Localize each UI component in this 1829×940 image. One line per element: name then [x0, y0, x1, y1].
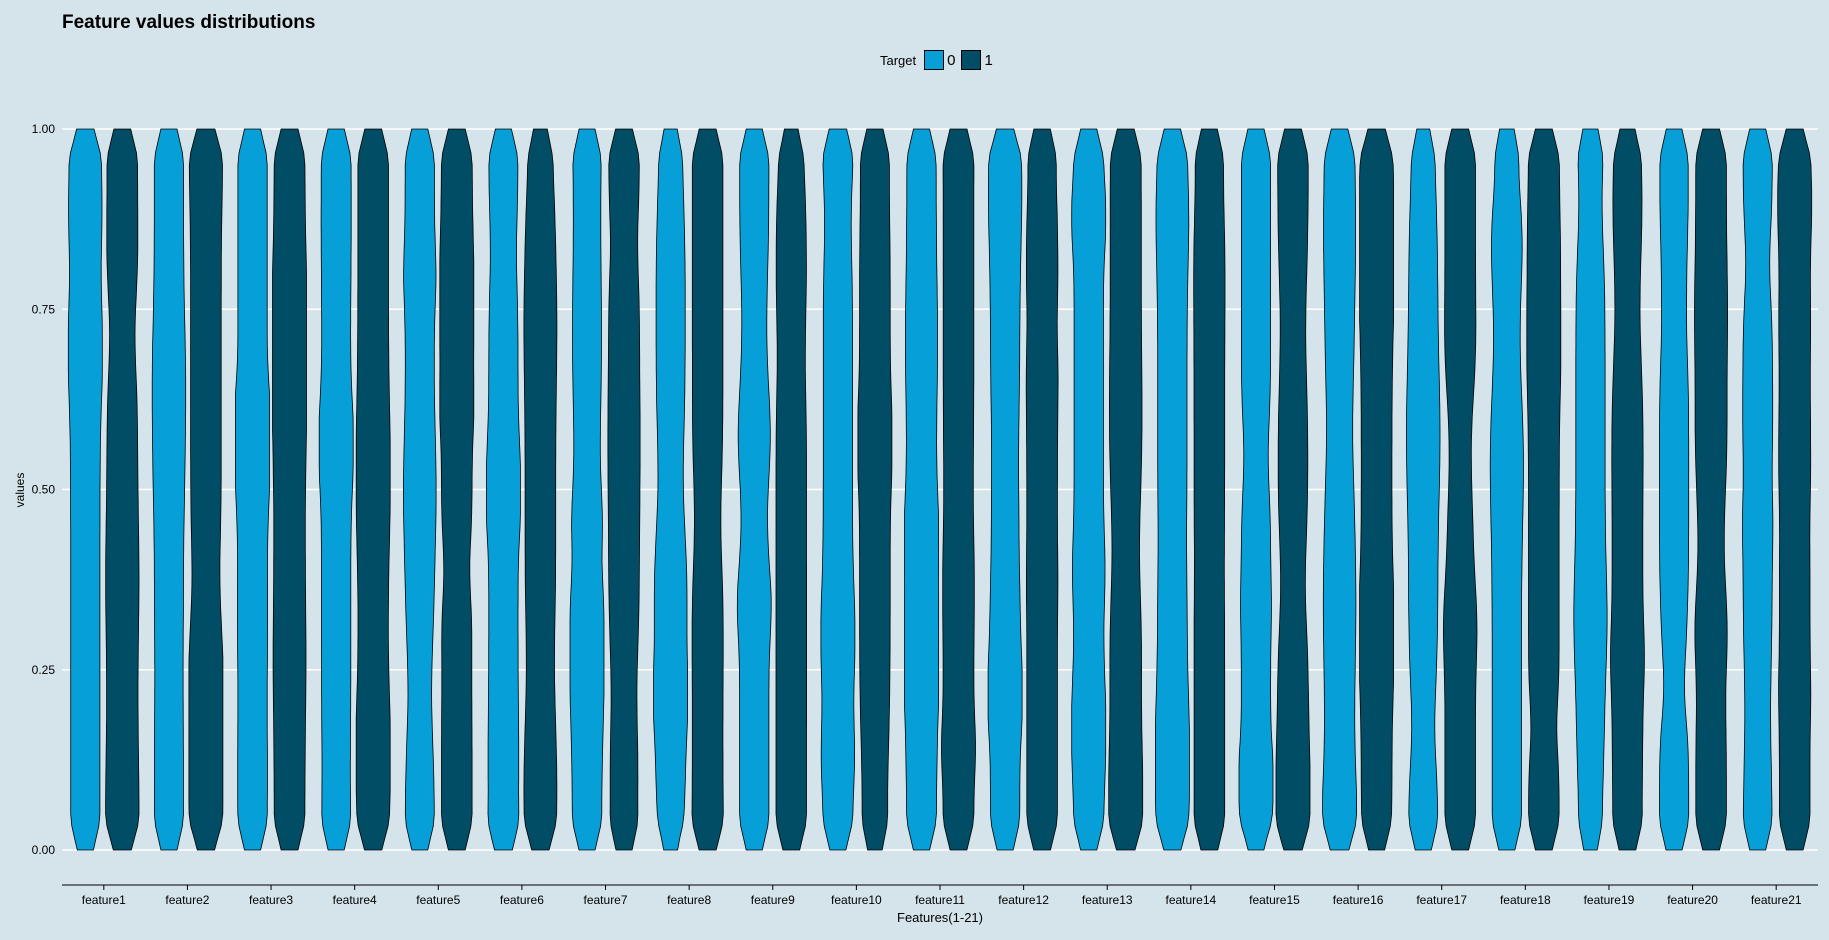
- x-tick-label-feature2: feature2: [165, 893, 209, 907]
- x-tick-label-feature17: feature17: [1416, 893, 1467, 907]
- violin-feature18-target-1: [1526, 128, 1562, 851]
- violin-feature1-target-1: [105, 128, 140, 851]
- legend-title: Target: [880, 52, 917, 68]
- violin-feature15-target-1: [1275, 128, 1311, 851]
- violin-feature11-target-0: [904, 128, 939, 851]
- violin-feature2-target-1: [188, 128, 224, 851]
- x-tick-label-feature3: feature3: [249, 893, 293, 907]
- violin-feature20-target-1: [1694, 128, 1728, 851]
- violin-feature3-target-1: [272, 128, 307, 851]
- violin-feature21-target-0: [1742, 128, 1774, 851]
- violin-feature7-target-0: [569, 128, 605, 851]
- x-tick-label-feature1: feature1: [82, 893, 126, 907]
- legend-item-1: 1: [961, 50, 993, 70]
- violin-feature1-target-0: [67, 128, 103, 851]
- violin-feature4-target-1: [355, 128, 391, 851]
- legend-item-0: 0: [924, 50, 955, 70]
- violin-feature12-target-1: [1025, 128, 1059, 851]
- violin-feature15-target-0: [1238, 128, 1274, 851]
- violin-feature16-target-0: [1322, 128, 1357, 851]
- violin-feature10-target-0: [820, 128, 856, 851]
- violin-feature13-target-0: [1071, 128, 1107, 851]
- x-tick-label-feature19: feature19: [1584, 893, 1635, 907]
- x-tick-label-feature14: feature14: [1165, 893, 1216, 907]
- y-tick-label-0: 0.00: [32, 843, 56, 857]
- violin-feature4-target-0: [318, 128, 354, 851]
- violin-feature17-target-1: [1442, 128, 1478, 851]
- x-tick-label-feature8: feature8: [667, 893, 711, 907]
- y-tick-label-1: 0.25: [32, 663, 56, 677]
- legend-label-0: 0: [947, 51, 956, 69]
- violin-feature6-target-0: [486, 128, 521, 851]
- y-tick-label-3: 0.75: [32, 302, 56, 316]
- x-tick-label-feature6: feature6: [500, 893, 544, 907]
- violin-feature9-target-1: [775, 128, 807, 851]
- x-tick-label-feature12: feature12: [998, 893, 1049, 907]
- x-tick-label-feature11: feature11: [915, 893, 965, 907]
- violin-feature9-target-0: [736, 128, 772, 851]
- violin-feature12-target-0: [987, 128, 1023, 851]
- x-tick-label-feature10: feature10: [831, 893, 882, 907]
- violin-feature5-target-0: [402, 128, 437, 851]
- x-tick-label-feature13: feature13: [1082, 893, 1133, 907]
- x-tick-label-feature16: feature16: [1333, 893, 1384, 907]
- legend-swatch-0: [924, 50, 945, 70]
- violin-feature17-target-0: [1406, 128, 1441, 851]
- violin-feature2-target-0: [151, 128, 187, 851]
- legend-swatch-1: [961, 50, 982, 70]
- violin-feature10-target-1: [857, 128, 893, 851]
- chart-title: Feature values distributions: [62, 12, 316, 33]
- x-tick-label-feature20: feature20: [1667, 893, 1718, 907]
- violin-feature3-target-0: [235, 128, 270, 851]
- violin-feature8-target-0: [653, 128, 688, 851]
- violin-feature18-target-0: [1489, 128, 1524, 851]
- y-axis-label: values: [13, 473, 27, 508]
- violin-feature7-target-1: [607, 128, 641, 851]
- y-tick-label-4: 1.00: [32, 122, 56, 136]
- x-tick-label-feature15: feature15: [1249, 893, 1300, 907]
- violin-feature11-target-1: [941, 128, 976, 851]
- violin-feature21-target-1: [1777, 128, 1813, 851]
- violin-feature13-target-1: [1108, 128, 1144, 851]
- violin-feature8-target-1: [691, 128, 724, 851]
- x-tick-label-feature21: feature21: [1751, 893, 1802, 907]
- violin-feature20-target-0: [1659, 128, 1690, 851]
- violin-feature14-target-1: [1193, 128, 1226, 851]
- y-tick-label-2: 0.50: [32, 483, 56, 497]
- x-tick-label-feature18: feature18: [1500, 893, 1551, 907]
- violin-feature5-target-1: [439, 128, 475, 851]
- legend: Target 0 1: [880, 48, 999, 72]
- legend-label-1: 1: [984, 51, 993, 69]
- x-tick-label-feature9: feature9: [751, 893, 795, 907]
- x-tick-label-feature4: feature4: [333, 893, 377, 907]
- violin-feature14-target-0: [1155, 128, 1190, 851]
- x-axis-label: Features(1-21): [897, 910, 983, 925]
- violin-feature19-target-0: [1573, 128, 1608, 851]
- violin-feature19-target-1: [1610, 128, 1645, 851]
- x-tick-label-feature7: feature7: [584, 893, 628, 907]
- x-tick-label-feature5: feature5: [416, 893, 460, 907]
- violin-feature16-target-1: [1359, 128, 1394, 851]
- violin-feature6-target-1: [523, 128, 558, 851]
